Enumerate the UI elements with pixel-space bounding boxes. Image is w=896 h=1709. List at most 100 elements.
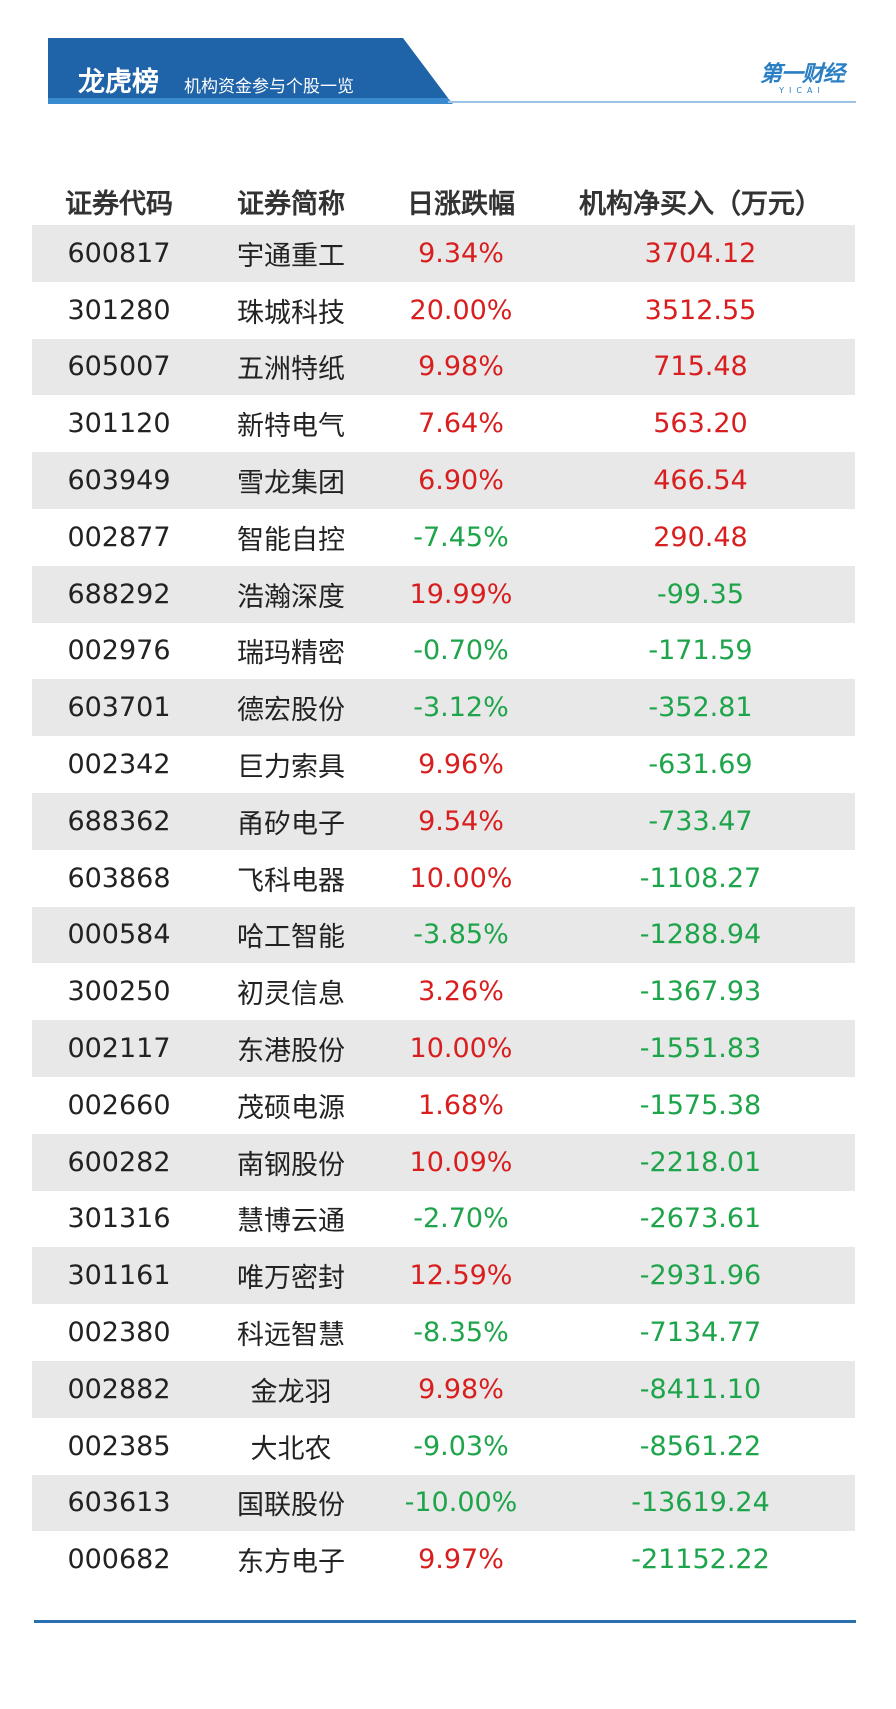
- stock-name: 宇通重工: [237, 240, 345, 272]
- stock-name: 飞科电器: [237, 865, 345, 897]
- stock-code: 600282: [67, 1146, 171, 1178]
- net-buy: -13619.24: [631, 1487, 770, 1519]
- table-row: 600282 南钢股份 10.09% -2218.01: [32, 1133, 855, 1191]
- change-pct: 9.96%: [418, 749, 504, 781]
- stock-code: 603868: [67, 862, 171, 894]
- stock-code: 000682: [67, 1544, 171, 1576]
- column-header: 证券简称: [237, 189, 345, 220]
- net-buy: -2931.96: [639, 1260, 762, 1292]
- change-pct: 19.99%: [409, 578, 513, 610]
- change-pct: -3.12%: [413, 692, 509, 724]
- change-pct: 10.00%: [409, 1033, 513, 1065]
- table-row: 603868 飞科电器 10.00% -1108.27: [32, 850, 855, 907]
- stock-name: 巨力索具: [237, 752, 345, 784]
- change-pct: -9.03%: [413, 1430, 509, 1462]
- stock-code: 002342: [67, 749, 171, 781]
- change-pct: 9.98%: [418, 351, 504, 383]
- stock-code: 603701: [67, 692, 171, 724]
- stock-code: 600817: [67, 237, 171, 269]
- table-row: 603701 德宏股份 -3.12% -352.81: [32, 679, 855, 737]
- stock-name: 初灵信息: [237, 979, 345, 1011]
- change-pct: 3.26%: [418, 976, 504, 1008]
- change-pct: 7.64%: [418, 408, 504, 440]
- stock-name: 雪龙集团: [237, 468, 345, 500]
- table-row: 603613 国联股份 -10.00% -13619.24: [32, 1474, 855, 1532]
- net-buy: -8411.10: [639, 1373, 762, 1405]
- net-buy: -21152.22: [631, 1544, 770, 1576]
- bottom-rule: [34, 1620, 856, 1623]
- stock-name: 唯万密封: [237, 1263, 345, 1295]
- stock-name: 德宏股份: [237, 695, 345, 727]
- change-pct: -10.00%: [404, 1487, 518, 1519]
- stock-name: 东港股份: [237, 1036, 345, 1068]
- change-pct: 9.97%: [418, 1544, 504, 1576]
- stock-name: 慧博云通: [237, 1206, 345, 1238]
- change-pct: 12.59%: [409, 1260, 513, 1292]
- table-row: 300250 初灵信息 3.26% -1367.93: [32, 963, 855, 1020]
- table-row: 688362 甬矽电子 9.54% -733.47: [32, 792, 855, 850]
- net-buy: -1288.94: [639, 919, 762, 951]
- table-row: 002380 科远智慧 -8.35% -7134.77: [32, 1304, 855, 1361]
- change-pct: 20.00%: [409, 294, 513, 326]
- stock-name: 茂硕电源: [237, 1092, 345, 1124]
- net-buy: -1367.93: [639, 976, 762, 1008]
- net-buy: 3512.55: [644, 294, 757, 326]
- stock-name: 五洲特纸: [237, 354, 345, 386]
- table-row: 002385 大北农 -9.03% -8561.22: [32, 1418, 855, 1475]
- table-row: 000682 东方电子 9.97% -21152.22: [32, 1531, 855, 1588]
- table-row: 002877 智能自控 -7.45% 290.48: [32, 509, 855, 566]
- header-row: 证券代码 证券简称 日涨跌幅 机构净买入（万元）: [32, 178, 855, 225]
- table-row: 688292 浩瀚深度 19.99% -99.35: [32, 565, 855, 623]
- stock-code: 002385: [67, 1430, 171, 1462]
- net-buy: 715.48: [653, 351, 748, 383]
- stock-code: 002976: [67, 635, 171, 667]
- net-buy: 3704.12: [644, 237, 757, 269]
- change-pct: 9.54%: [418, 805, 504, 837]
- net-buy: -8561.22: [639, 1430, 762, 1462]
- table: 证券代码 证券简称 日涨跌幅 机构净买入（万元） 600817 宇通重工 9.34% 3704…: [32, 178, 855, 1588]
- change-pct: 9.98%: [418, 1373, 504, 1405]
- stock-name: 大北农: [250, 1433, 332, 1465]
- net-buy: -1551.83: [639, 1033, 762, 1065]
- stock-name: 瑞玛精密: [237, 638, 345, 670]
- table-row: 002882 金龙羽 9.98% -8411.10: [32, 1360, 855, 1418]
- table-row: 002660 茂硕电源 1.68% -1575.38: [32, 1077, 855, 1134]
- table-row: 301280 珠城科技 20.00% 3512.55: [32, 282, 855, 339]
- change-pct: 10.09%: [409, 1146, 513, 1178]
- stock-name: 金龙羽: [250, 1376, 332, 1408]
- change-pct: 6.90%: [418, 465, 504, 497]
- change-pct: 10.00%: [409, 862, 513, 894]
- banner: 龙虎榜 机构资金参与个股一览 第一财经 YICAI: [48, 38, 856, 110]
- change-pct: 1.68%: [418, 1089, 504, 1121]
- change-pct: -0.70%: [413, 635, 509, 667]
- table-row: 002342 巨力索具 9.96% -631.69: [32, 736, 855, 793]
- net-buy: -171.59: [648, 635, 753, 667]
- stock-code: 300250: [67, 976, 171, 1008]
- stock-code: 603949: [67, 465, 171, 497]
- change-pct: -2.70%: [413, 1203, 509, 1235]
- stock-name: 甬矽电子: [237, 808, 345, 840]
- stock-name: 东方电子: [237, 1547, 345, 1579]
- stock-code: 002117: [67, 1033, 171, 1065]
- stock-code: 603613: [67, 1487, 171, 1519]
- change-pct: -3.85%: [413, 919, 509, 951]
- stock-code: 301120: [67, 408, 171, 440]
- stock-name: 新特电气: [237, 411, 345, 443]
- stock-code: 002882: [67, 1373, 171, 1405]
- table-row: 301120 新特电气 7.64% 563.20: [32, 395, 855, 452]
- net-buy: 290.48: [653, 521, 748, 553]
- table-row: 002117 东港股份 10.00% -1551.83: [32, 1020, 855, 1077]
- table-row: 002976 瑞玛精密 -0.70% -171.59: [32, 623, 855, 680]
- net-buy: -2673.61: [639, 1203, 762, 1235]
- stock-code: 002660: [67, 1089, 171, 1121]
- logo-subtext: YICAI: [779, 86, 825, 95]
- change-pct: -7.45%: [413, 521, 509, 553]
- table-row: 600817 宇通重工 9.34% 3704.12: [32, 225, 855, 282]
- stock-code: 688362: [67, 805, 171, 837]
- net-buy: -99.35: [656, 578, 745, 610]
- stock-code: 301161: [67, 1260, 171, 1292]
- column-header: 证券代码: [65, 189, 173, 220]
- net-buy: -2218.01: [639, 1146, 762, 1178]
- net-buy: -631.69: [648, 749, 753, 781]
